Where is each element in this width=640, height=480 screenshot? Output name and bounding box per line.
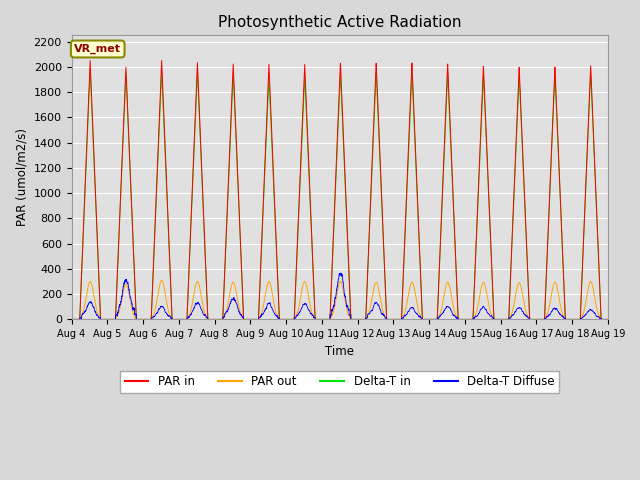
Legend: PAR in, PAR out, Delta-T in, Delta-T Diffuse: PAR in, PAR out, Delta-T in, Delta-T Dif…: [120, 371, 559, 393]
Title: Photosynthetic Active Radiation: Photosynthetic Active Radiation: [218, 15, 461, 30]
Y-axis label: PAR (umol/m2/s): PAR (umol/m2/s): [15, 128, 28, 227]
X-axis label: Time: Time: [325, 345, 354, 358]
Text: VR_met: VR_met: [74, 44, 121, 54]
